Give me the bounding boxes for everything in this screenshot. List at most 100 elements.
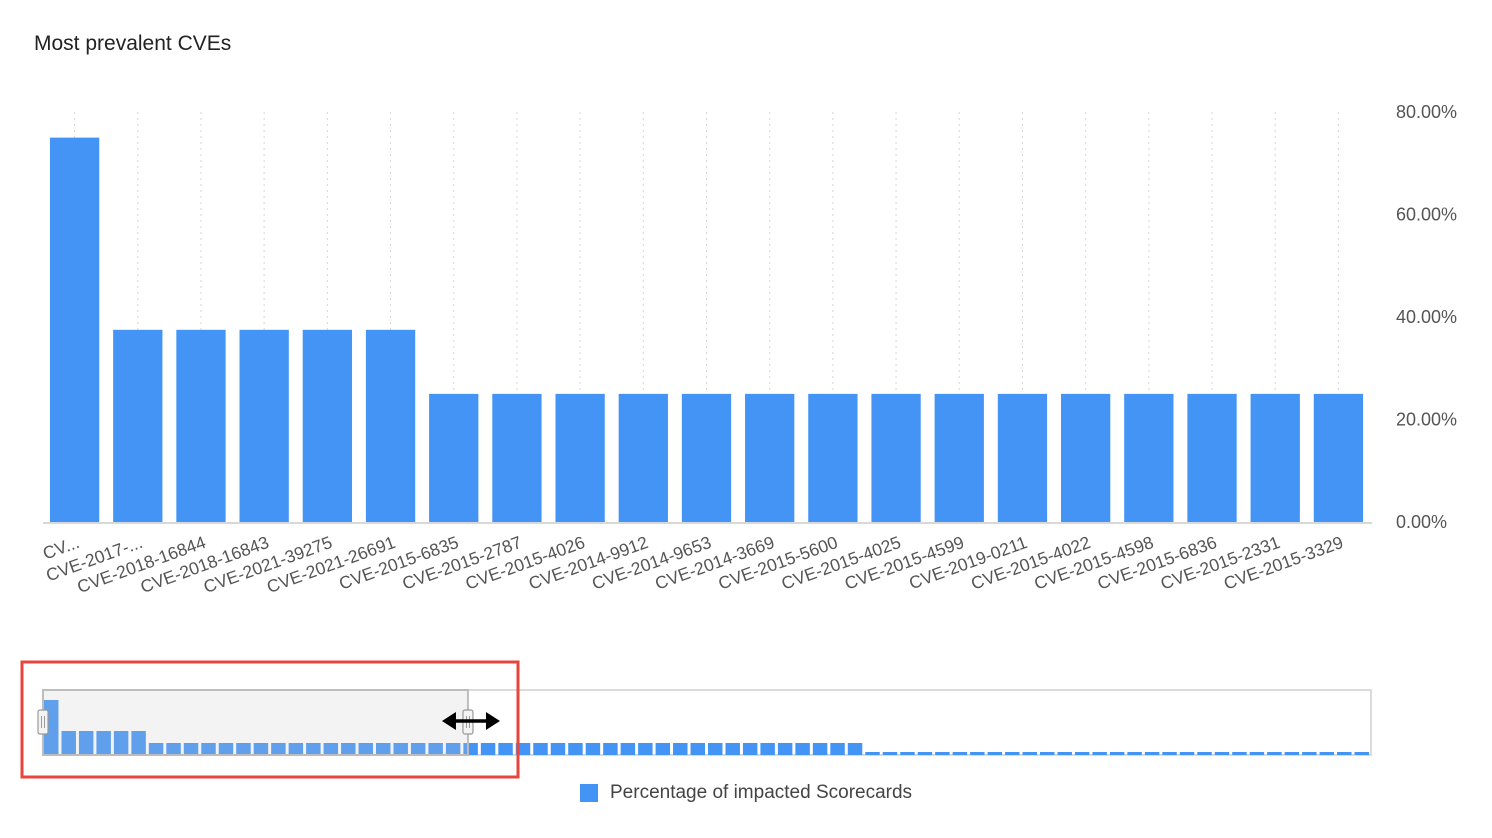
navigator-bar	[131, 731, 146, 755]
navigator-bar	[742, 743, 758, 755]
navigator-bar	[498, 743, 513, 755]
navigator-bar	[1092, 752, 1107, 755]
bar[interactable]	[113, 329, 163, 522]
bar-series[interactable]	[49, 137, 1364, 522]
navigator-bar	[935, 752, 950, 755]
navigator-bar	[1109, 752, 1125, 755]
navigator-bar	[1249, 752, 1265, 755]
navigator-bar	[1127, 752, 1142, 755]
y-tick-label: 60.00%	[1396, 205, 1457, 225]
navigator-bar	[882, 752, 898, 755]
y-tick-label: 40.00%	[1396, 307, 1457, 327]
navigator-bar	[655, 743, 671, 755]
navigator-bar	[341, 743, 356, 755]
navigator[interactable]	[20, 660, 1372, 779]
navigator-bar	[533, 743, 548, 755]
bar[interactable]	[176, 329, 226, 522]
navigator-bar	[148, 743, 164, 755]
navigator-bar	[847, 743, 863, 755]
y-axis-ticks: 0.00% 20.00% 40.00% 60.00% 80.00%	[1396, 102, 1457, 532]
bar[interactable]	[555, 393, 605, 522]
navigator-bar	[830, 743, 845, 755]
navigator-bar	[725, 743, 740, 755]
navigator-bar	[410, 743, 426, 755]
navigator-bar	[1337, 752, 1352, 755]
navigator-bar	[393, 743, 408, 755]
navigator-bar	[1197, 752, 1212, 755]
bar[interactable]	[365, 329, 416, 522]
navigator-bar	[638, 743, 653, 755]
navigator-bar	[690, 743, 705, 755]
bar[interactable]	[871, 393, 921, 522]
navigator-bar	[708, 743, 723, 755]
navigator-bar	[1267, 752, 1282, 755]
chart-title: Most prevalent CVEs	[34, 32, 232, 55]
navigator-bar	[1354, 752, 1369, 755]
bar[interactable]	[239, 329, 289, 522]
bar[interactable]	[492, 393, 542, 522]
navigator-bar	[1040, 752, 1055, 755]
navigator-bar	[201, 743, 216, 755]
navigator-bar	[1057, 752, 1072, 755]
navigator-bar	[568, 743, 583, 755]
bar[interactable]	[1313, 393, 1364, 522]
navigator-bar	[1232, 752, 1247, 755]
legend-label: Percentage of impacted Scorecards	[610, 782, 913, 803]
navigator-bar	[812, 743, 828, 755]
navigator-bar	[166, 743, 181, 755]
navigator-bar	[306, 743, 321, 755]
y-tick-label: 80.00%	[1396, 102, 1457, 122]
navigator-bar	[917, 752, 933, 755]
navigator-bar	[620, 743, 636, 755]
bar[interactable]	[1060, 393, 1111, 522]
bar[interactable]	[49, 137, 100, 522]
bar[interactable]	[618, 393, 668, 522]
navigator-bar	[1005, 752, 1020, 755]
navigator-bar	[777, 743, 793, 755]
bar[interactable]	[302, 329, 353, 522]
legend[interactable]: Percentage of impacted Scorecards	[580, 782, 912, 804]
x-axis-labels: CV...CVE-2017-...CVE-2018-16844CVE-2018-…	[40, 532, 1346, 597]
navigator-bar	[1284, 752, 1300, 755]
bar[interactable]	[745, 393, 795, 522]
navigator-bar	[1214, 752, 1230, 755]
bar[interactable]	[997, 393, 1048, 522]
legend-swatch	[580, 784, 598, 802]
y-tick-label: 0.00%	[1396, 512, 1447, 532]
navigator-bar	[96, 731, 111, 755]
navigator-bar	[78, 731, 94, 755]
navigator-bar	[900, 752, 915, 755]
bar[interactable]	[429, 393, 479, 522]
navigator-bar	[1074, 752, 1090, 755]
navigator-bar	[585, 743, 601, 755]
navigator-bar	[673, 743, 688, 755]
highlight-box	[20, 660, 520, 779]
bar[interactable]	[1250, 393, 1300, 522]
navigator-bar	[795, 743, 810, 755]
navigator-bar	[480, 743, 496, 755]
navigator-bar	[1022, 752, 1037, 755]
bar[interactable]	[1187, 393, 1237, 522]
resize-cursor-icon	[441, 712, 500, 730]
navigator-bar	[253, 743, 269, 755]
bar[interactable]	[681, 393, 732, 522]
navigator-bar	[236, 743, 251, 755]
navigator-bar	[358, 743, 373, 755]
navigator-bar	[428, 743, 443, 755]
navigator-bar	[1162, 752, 1177, 755]
y-tick-label: 20.00%	[1396, 410, 1457, 430]
navigator-bar	[760, 743, 775, 755]
bar[interactable]	[1124, 393, 1174, 522]
navigator-bar	[376, 743, 391, 755]
navigator-bar	[271, 743, 286, 755]
navigator-bar	[1302, 752, 1317, 755]
bar[interactable]	[934, 393, 984, 522]
navigator-bar	[603, 743, 618, 755]
bar[interactable]	[808, 393, 858, 522]
navigator-bar	[288, 743, 304, 755]
navigator-window[interactable]	[42, 689, 469, 756]
navigator-bar	[61, 731, 76, 755]
navigator-handle-left[interactable]	[37, 709, 49, 735]
navigator-bar	[550, 743, 566, 755]
